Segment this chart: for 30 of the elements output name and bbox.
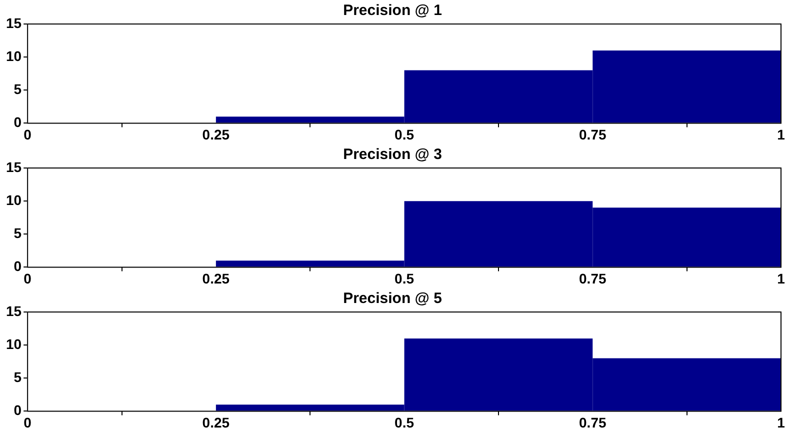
y-tick-label: 5 [14, 224, 22, 241]
x-tick-label: 1 [777, 270, 786, 286]
x-tick-label: 0.75 [579, 270, 606, 286]
x-tick-label: 0.5 [394, 270, 414, 286]
x-tick-label: 0 [24, 414, 32, 430]
x-tick-label: 0.75 [579, 126, 606, 142]
chart-title: Precision @ 3 [343, 146, 442, 164]
x-tick-label: 0 [24, 126, 32, 142]
x-tick-label: 0.25 [202, 270, 230, 286]
y-tick-label: 5 [14, 368, 22, 385]
x-tick-label: 1 [777, 414, 786, 430]
y-tick-label: 10 [6, 192, 22, 208]
y-tick-label: 10 [6, 48, 22, 64]
x-tick-label: 0.25 [202, 414, 230, 430]
y-tick-label: 0 [14, 402, 22, 418]
x-tick-label: 1 [777, 126, 786, 142]
y-tick-label: 15 [6, 302, 22, 319]
y-tick-label: 5 [14, 80, 22, 97]
chart-title: Precision @ 1 [343, 2, 442, 20]
x-tick-label: 0.5 [394, 126, 414, 142]
x-tick-label: 0.5 [394, 414, 414, 430]
y-tick-label: 15 [6, 14, 22, 31]
x-tick-label: 0.75 [579, 414, 606, 430]
y-tick-label: 15 [6, 158, 22, 175]
x-tick-label: 0.25 [202, 126, 230, 142]
y-tick-label: 0 [14, 114, 22, 130]
chart-title: Precision @ 5 [343, 290, 442, 308]
x-tick-label: 0 [24, 270, 32, 286]
y-tick-label: 10 [6, 336, 22, 352]
y-tick-label: 0 [14, 258, 22, 274]
